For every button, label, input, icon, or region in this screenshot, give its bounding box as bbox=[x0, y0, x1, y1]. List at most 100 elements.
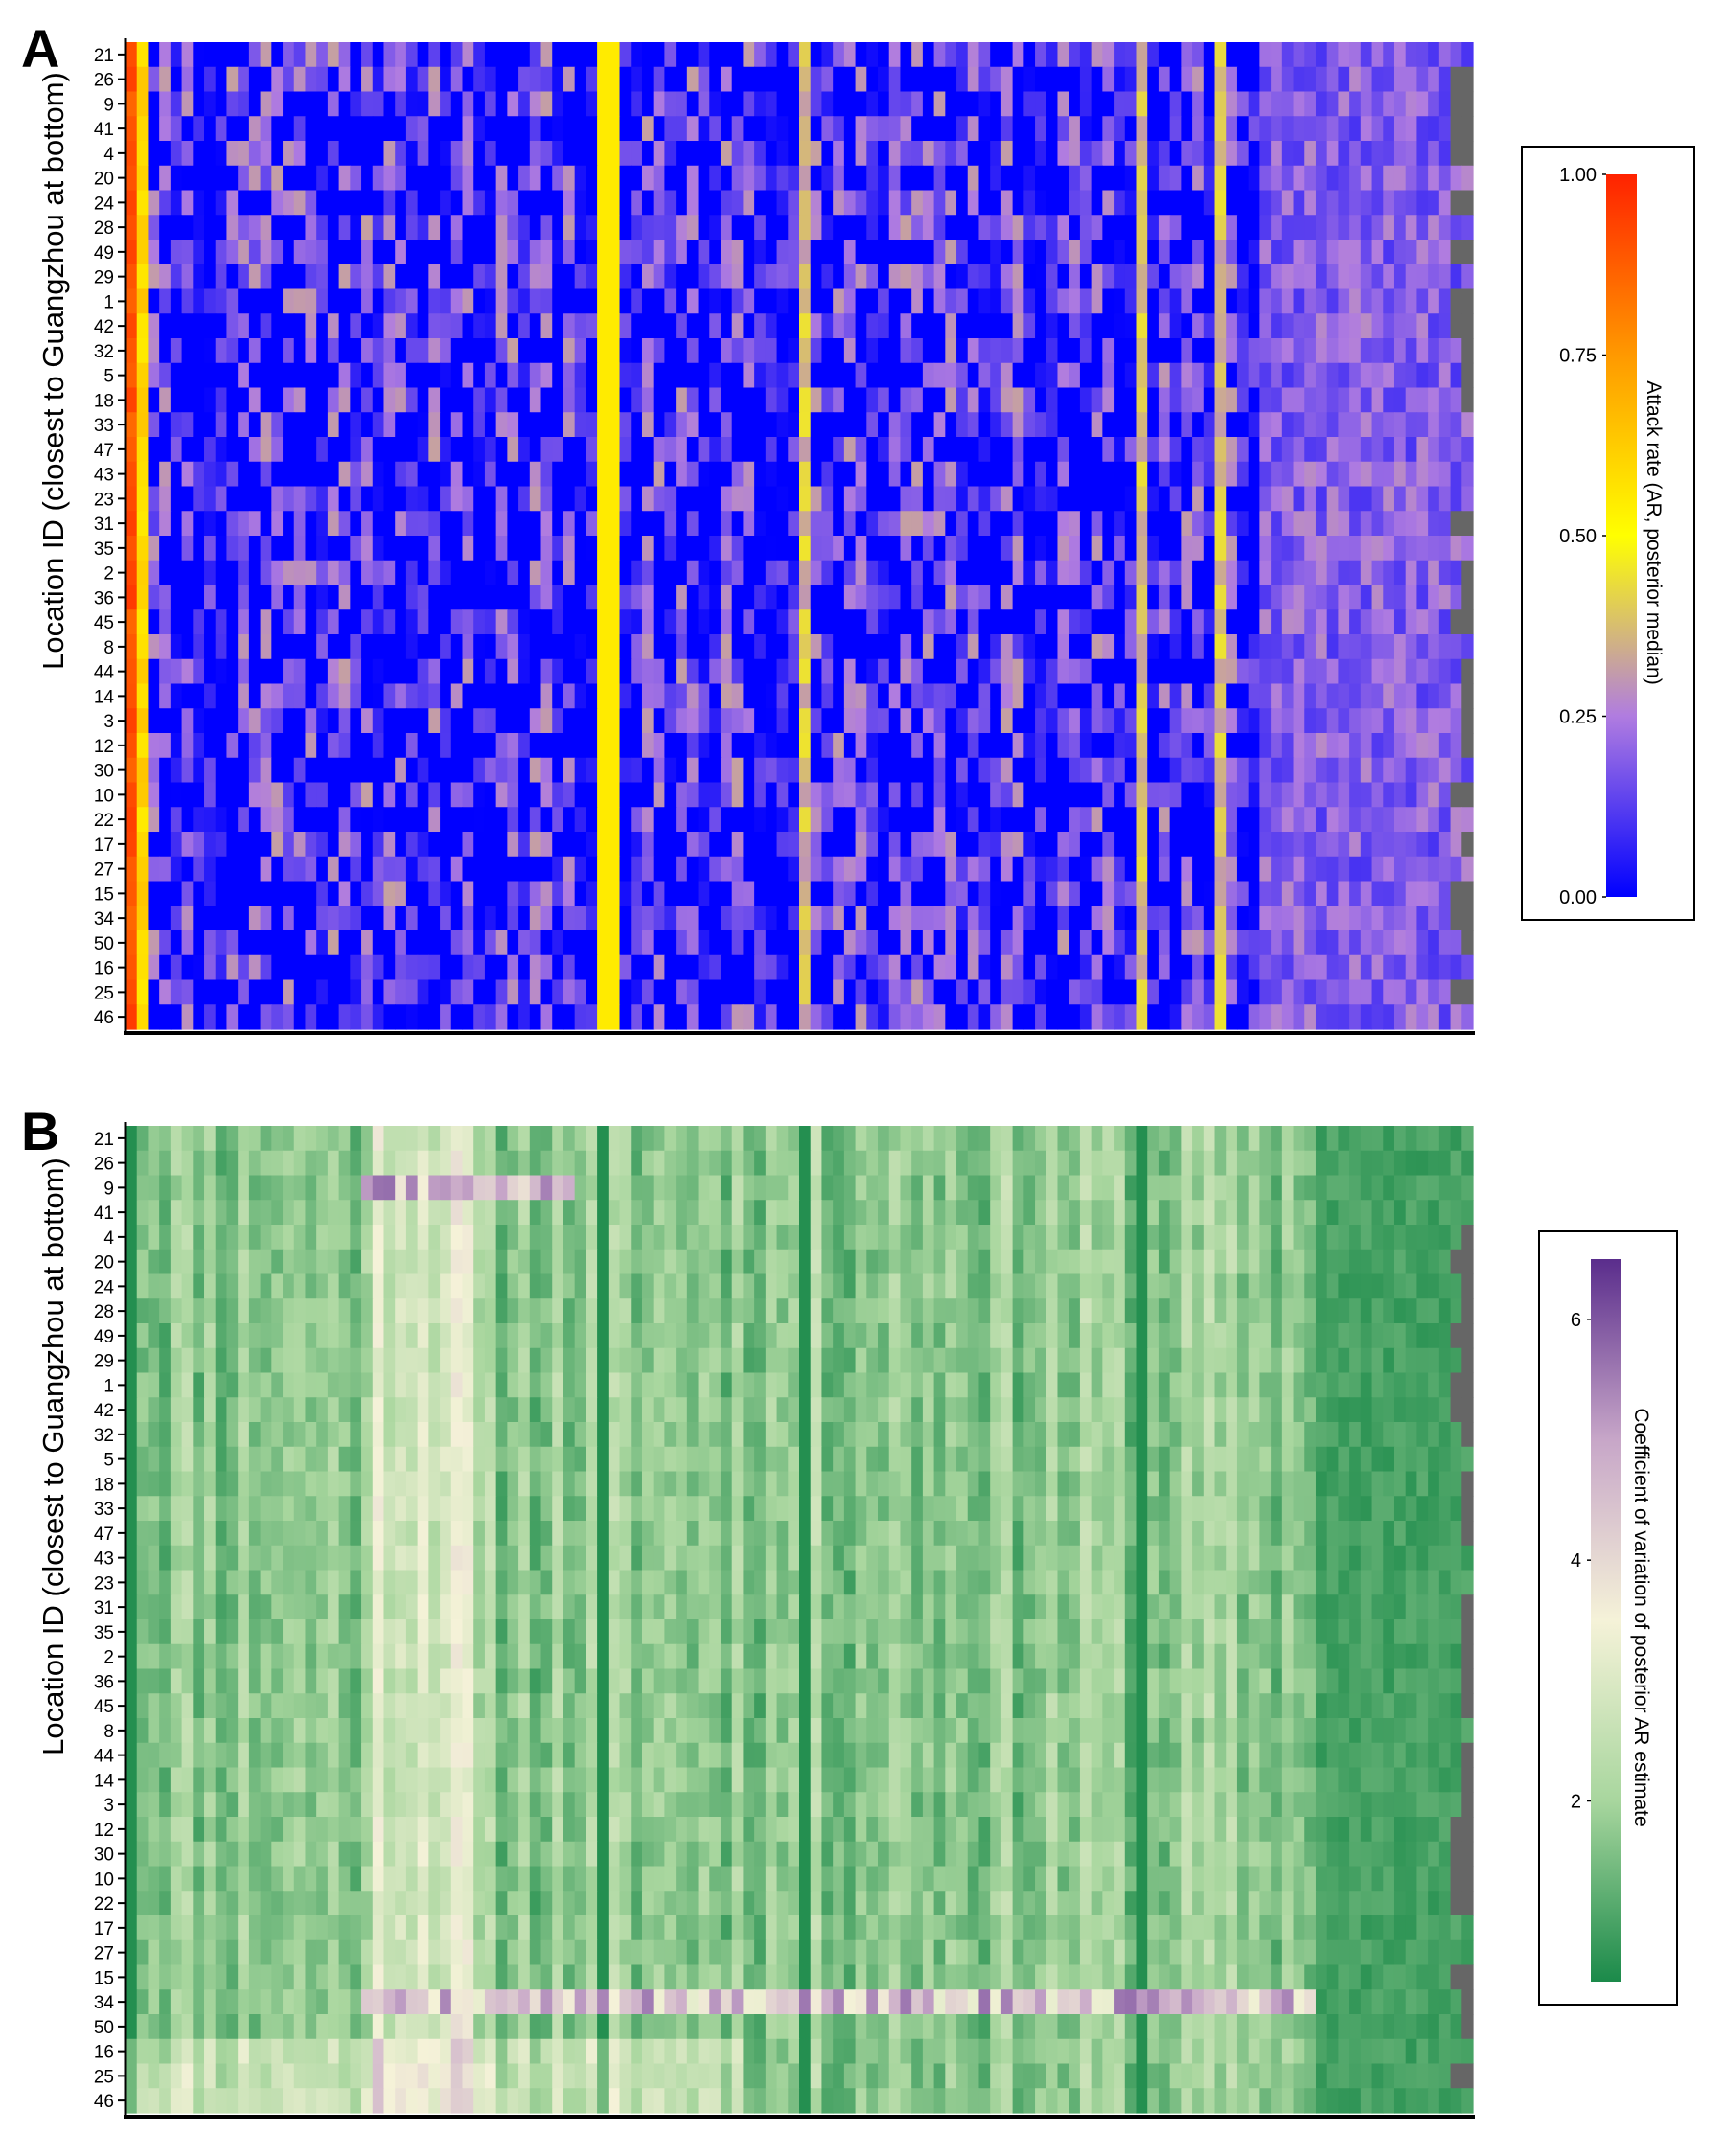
heatmap-cell bbox=[676, 190, 688, 216]
heatmap-cell bbox=[529, 240, 542, 265]
heatmap-cell bbox=[1024, 42, 1036, 68]
heatmap-cell bbox=[148, 165, 160, 192]
heatmap-cell bbox=[226, 116, 239, 142]
heatmap-cell bbox=[1393, 215, 1407, 241]
heatmap-cell bbox=[1281, 141, 1295, 167]
heatmap-cell bbox=[990, 91, 1002, 117]
heatmap-cell bbox=[518, 165, 531, 192]
heatmap-cell bbox=[1102, 190, 1115, 216]
heatmap-cell bbox=[686, 165, 700, 192]
heatmap-cell bbox=[271, 240, 284, 265]
heatmap-cell bbox=[1069, 66, 1081, 93]
heatmap-cell bbox=[440, 141, 452, 167]
heatmap-cell bbox=[260, 91, 272, 117]
heatmap-cell bbox=[495, 116, 508, 142]
heatmap-cell bbox=[293, 240, 307, 265]
heatmap-cell bbox=[833, 116, 845, 142]
heatmap-cell bbox=[238, 141, 250, 167]
heatmap-cell bbox=[462, 215, 474, 241]
heatmap-cell bbox=[1416, 91, 1429, 117]
heatmap-cell bbox=[754, 165, 767, 192]
heatmap-cell bbox=[799, 91, 812, 117]
heatmap-cell bbox=[1271, 190, 1283, 216]
heatmap-cell bbox=[1360, 215, 1373, 241]
heatmap-cell bbox=[450, 190, 464, 216]
heatmap-cell bbox=[911, 215, 924, 241]
heatmap-cell bbox=[395, 240, 407, 265]
heatmap-cell bbox=[653, 165, 665, 192]
heatmap-cell bbox=[440, 190, 452, 216]
heatmap-cell bbox=[126, 190, 138, 216]
heatmap-cell bbox=[417, 165, 429, 192]
heatmap-cell bbox=[1315, 141, 1328, 167]
heatmap-cell bbox=[833, 165, 845, 192]
heatmap-cell bbox=[945, 42, 957, 68]
heatmap-cell bbox=[900, 66, 912, 93]
heatmap-cell bbox=[204, 91, 217, 117]
heatmap-cell bbox=[810, 141, 823, 167]
heatmap-cell bbox=[484, 215, 497, 241]
heatmap-cell bbox=[405, 165, 419, 192]
heatmap-cell bbox=[136, 141, 150, 167]
heatmap-cell bbox=[978, 141, 991, 167]
heatmap-cell bbox=[293, 215, 307, 241]
heatmap-cell bbox=[181, 116, 194, 142]
heatmap-cell bbox=[664, 215, 677, 241]
heatmap-cell bbox=[260, 215, 272, 241]
heatmap-cell bbox=[563, 42, 576, 68]
heatmap-cell bbox=[1057, 165, 1070, 192]
heatmap-cell bbox=[159, 215, 172, 241]
heatmap-cell bbox=[1124, 215, 1138, 241]
heatmap-cell bbox=[1012, 116, 1024, 142]
heatmap-cell bbox=[136, 165, 150, 192]
heatmap-cell bbox=[462, 165, 474, 192]
heatmap-cell bbox=[1371, 42, 1384, 68]
heatmap-cell bbox=[1281, 215, 1295, 241]
heatmap-cell bbox=[776, 91, 789, 117]
heatmap-cell bbox=[293, 91, 307, 117]
heatmap-cell bbox=[765, 190, 778, 216]
heatmap-cell bbox=[754, 91, 767, 117]
heatmap-cell bbox=[428, 215, 441, 241]
heatmap-cell bbox=[619, 42, 632, 68]
heatmap-cell bbox=[900, 141, 912, 167]
heatmap-cell bbox=[495, 66, 508, 93]
heatmap-cell bbox=[327, 240, 340, 265]
heatmap-cell bbox=[933, 116, 946, 142]
heatmap-cell bbox=[676, 165, 688, 192]
heatmap-cell bbox=[1438, 190, 1452, 216]
heatmap-cell bbox=[462, 91, 474, 117]
heatmap-cell bbox=[586, 215, 598, 241]
heatmap-cell bbox=[754, 141, 767, 167]
heatmap-cell bbox=[271, 91, 284, 117]
heatmap-cell bbox=[1383, 215, 1395, 241]
heatmap-cell bbox=[933, 42, 946, 68]
heatmap-cell bbox=[945, 66, 957, 93]
heatmap-cell bbox=[1338, 116, 1350, 142]
heatmap-cell bbox=[293, 116, 307, 142]
heatmap-cell bbox=[316, 240, 329, 265]
heatmap-cell bbox=[440, 66, 452, 93]
heatmap-cell bbox=[1438, 215, 1452, 241]
heatmap-cell bbox=[1069, 215, 1081, 241]
heatmap-cell bbox=[1079, 165, 1092, 192]
heatmap-cell bbox=[540, 66, 553, 93]
heatmap-cell bbox=[338, 66, 351, 93]
heatmap-cell bbox=[395, 165, 407, 192]
heatmap-cell bbox=[405, 240, 419, 265]
heatmap-cell bbox=[518, 240, 531, 265]
heatmap-cell bbox=[1024, 190, 1036, 216]
heatmap-cell bbox=[1371, 190, 1384, 216]
heatmap-cell bbox=[1271, 66, 1283, 93]
heatmap-cell bbox=[507, 91, 519, 117]
heatmap-cell bbox=[821, 66, 834, 93]
heatmap-cell bbox=[597, 215, 610, 241]
heatmap-cell bbox=[148, 66, 160, 93]
heatmap-cell bbox=[283, 215, 295, 241]
heatmap-cell bbox=[1326, 141, 1339, 167]
heatmap-cell bbox=[350, 116, 362, 142]
heatmap-cell bbox=[260, 116, 272, 142]
heatmap-cell bbox=[619, 215, 632, 241]
heatmap-cell bbox=[821, 91, 834, 117]
heatmap-cell bbox=[1360, 91, 1373, 117]
